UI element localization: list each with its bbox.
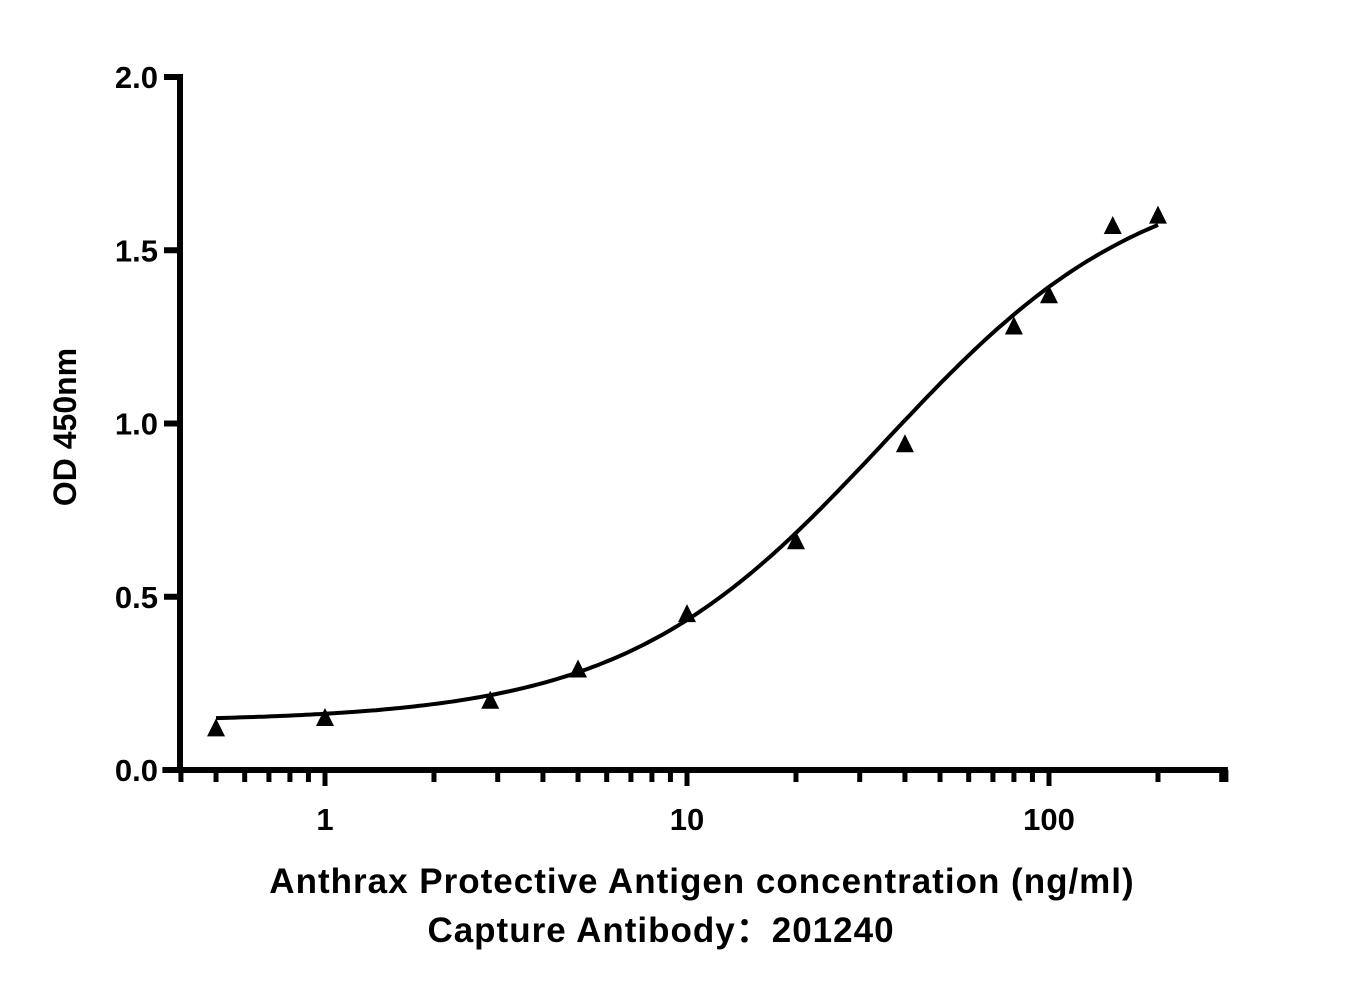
- y-tick-label: 1.5: [115, 233, 158, 268]
- data-points: [207, 205, 1167, 737]
- x-tick-label: 100: [1023, 802, 1075, 837]
- chart-subtitle: Capture Antibody：201240: [427, 911, 894, 950]
- y-tick-label: 2.0: [115, 60, 158, 95]
- data-point-triangle: [895, 434, 914, 453]
- fit-curve-group: [215, 223, 1159, 721]
- data-point-triangle: [1148, 205, 1167, 224]
- axes: 0.0 0.5 1.0 1.5 2.0 1 10 100: [115, 60, 1229, 837]
- data-point-triangle: [1040, 285, 1058, 304]
- data-point-triangle: [678, 604, 696, 623]
- data-point-triangle: [786, 531, 805, 550]
- data-point-triangle: [1004, 316, 1023, 335]
- x-tick-label: 1: [316, 802, 333, 837]
- data-point-triangle: [207, 718, 226, 737]
- data-point-triangle: [481, 690, 500, 709]
- x-tick-label: 10: [670, 802, 704, 837]
- data-point-triangle: [569, 659, 588, 678]
- y-axis-label: OD 450nm: [47, 348, 83, 506]
- x-axis-label: Anthrax Protective Antigen concentration…: [269, 862, 1134, 901]
- fit-curve: [215, 223, 1159, 721]
- data-point-triangle: [1103, 215, 1122, 234]
- y-tick-label: 1.0: [115, 407, 158, 442]
- y-tick-label: 0.5: [115, 580, 158, 615]
- data-point-triangle: [316, 708, 334, 727]
- y-tick-label: 0.0: [115, 753, 158, 788]
